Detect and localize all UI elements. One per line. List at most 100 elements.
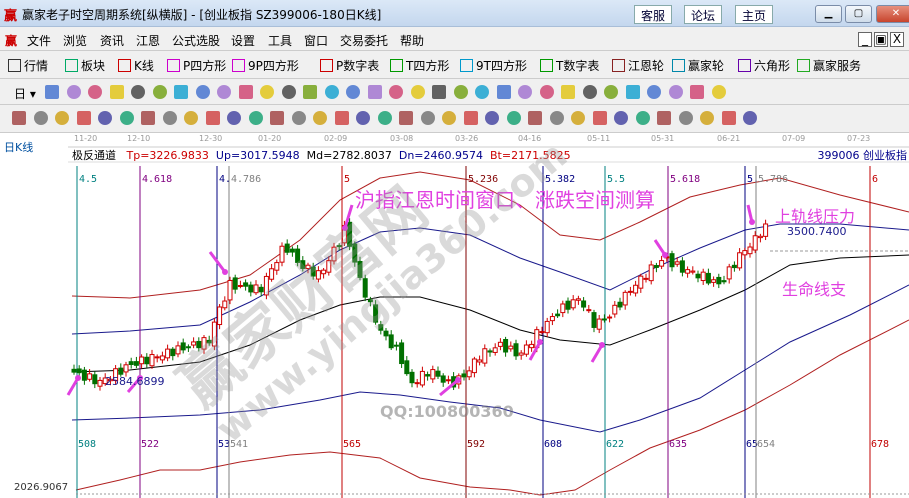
draw-tool-icon-7[interactable] xyxy=(141,111,155,125)
toolbar-tn-button[interactable]: T数字表 xyxy=(540,57,599,74)
nav-tool-icon-22[interactable] xyxy=(496,85,511,99)
menu-settings[interactable]: 设置 xyxy=(231,34,256,48)
draw-tool-icon-18[interactable] xyxy=(377,111,392,125)
nav-tool-icon-1[interactable] xyxy=(45,85,59,99)
draw-tool-icon-15[interactable] xyxy=(313,111,327,125)
draw-tool-icon-5[interactable] xyxy=(98,111,112,125)
toolbar-grid-button[interactable]: 行情 xyxy=(8,57,48,74)
nav-tool-icon-19[interactable] xyxy=(432,85,446,99)
draw-tool-icon-34[interactable] xyxy=(721,111,736,125)
nav-tool-icon-16[interactable] xyxy=(367,85,382,99)
nav-tool-icon-18[interactable] xyxy=(410,85,425,99)
draw-tool-icon-19[interactable] xyxy=(399,111,413,125)
draw-tool-icon-10[interactable] xyxy=(205,111,220,125)
toolbar-hexagon-button[interactable]: 六角形 xyxy=(738,57,790,74)
draw-tool-icon-20[interactable] xyxy=(420,111,435,125)
nav-tool-icon-2[interactable] xyxy=(66,85,81,99)
nav-tool-icon-14[interactable] xyxy=(324,85,339,99)
menu-news[interactable]: 资讯 xyxy=(100,34,125,48)
draw-tool-icon-21[interactable] xyxy=(442,111,456,125)
draw-tool-icon-4[interactable] xyxy=(76,111,91,125)
nav-tool-icon-24[interactable] xyxy=(539,85,554,99)
nav-tool-icon-21[interactable] xyxy=(475,85,489,99)
forum-link[interactable]: 论坛 xyxy=(684,5,723,24)
draw-tool-icon-26[interactable] xyxy=(549,111,564,125)
nav-tool-icon-32[interactable] xyxy=(711,85,726,99)
menu-formula[interactable]: 公式选股 xyxy=(172,34,221,48)
nav-tool-icon-30[interactable] xyxy=(668,85,683,99)
nav-tool-icon-13[interactable] xyxy=(303,85,317,99)
toolbar-big-wheel-button[interactable]: 赢家轮 xyxy=(672,57,724,74)
draw-tool-icon-8[interactable] xyxy=(162,111,177,125)
toolbar-ps-button[interactable]: P四方形 xyxy=(167,57,226,74)
nav-tool-icon-11[interactable] xyxy=(260,85,274,99)
toolbar-dollar-button[interactable]: 赢家服务 xyxy=(797,57,861,74)
customer-service-link[interactable]: 客服 xyxy=(634,5,673,24)
toolbar-ts-button[interactable]: T四方形 xyxy=(390,57,449,74)
nav-tool-icon-25[interactable] xyxy=(561,85,575,99)
draw-tool-icon-2[interactable] xyxy=(33,111,48,125)
menu-file[interactable]: 文件 xyxy=(27,34,52,48)
draw-tool-icon-25[interactable] xyxy=(528,111,542,125)
toolbar-blocks-button[interactable]: 板块 xyxy=(65,57,105,74)
nav-tool-icon-28[interactable] xyxy=(625,85,640,99)
menu-window[interactable]: 窗口 xyxy=(304,34,329,48)
menu-help[interactable]: 帮助 xyxy=(400,34,425,48)
minimize-button[interactable]: ▁ xyxy=(815,5,842,23)
nav-tool-icon-8[interactable] xyxy=(195,85,210,99)
draw-tool-icon-32[interactable] xyxy=(678,111,693,125)
nav-tool-icon-4[interactable] xyxy=(109,85,124,99)
draw-tool-icon-24[interactable] xyxy=(506,111,521,125)
nav-tool-icon-17[interactable] xyxy=(389,85,403,99)
toolbar-kline-button[interactable]: K线 xyxy=(118,57,154,74)
draw-tool-icon-29[interactable] xyxy=(614,111,628,125)
draw-tool-icon-6[interactable] xyxy=(119,111,134,125)
draw-tool-icon-27[interactable] xyxy=(571,111,585,125)
draw-tool-icon-23[interactable] xyxy=(485,111,499,125)
toolbar-t9-button[interactable]: 9T四方形 xyxy=(460,57,527,74)
nav-tool-icon-10[interactable] xyxy=(238,85,253,99)
nav-tool-icon-5[interactable] xyxy=(131,85,145,99)
toolbar-pn-button[interactable]: P数字表 xyxy=(320,57,379,74)
homepage-link[interactable]: 主页 xyxy=(735,5,774,24)
mdi-restore-button[interactable]: ▣ xyxy=(874,32,888,47)
toolbar-wheel-button[interactable]: 江恩轮 xyxy=(612,57,664,74)
toolbar-p9-button[interactable]: 9P四方形 xyxy=(232,57,299,74)
nav-tool-icon-9[interactable] xyxy=(217,85,231,99)
draw-tool-icon-14[interactable] xyxy=(291,111,306,125)
draw-tool-icon-1[interactable] xyxy=(12,111,26,125)
close-button[interactable]: ✕ xyxy=(876,5,909,23)
draw-tool-icon-33[interactable] xyxy=(700,111,714,125)
draw-tool-icon-22[interactable] xyxy=(463,111,478,125)
nav-tool-icon-29[interactable] xyxy=(647,85,661,99)
maximize-button[interactable]: ▢ xyxy=(845,5,872,23)
mdi-minimize-button[interactable]: _ xyxy=(858,32,872,47)
mdi-close-button[interactable]: X xyxy=(890,32,904,47)
draw-tool-icon-35[interactable] xyxy=(743,111,757,125)
draw-tool-icon-9[interactable] xyxy=(184,111,198,125)
nav-tool-icon-3[interactable] xyxy=(88,85,102,99)
draw-tool-icon-12[interactable] xyxy=(248,111,263,125)
draw-tool-icon-28[interactable] xyxy=(592,111,607,125)
nav-tool-icon-26[interactable] xyxy=(582,85,597,99)
menu-tools[interactable]: 工具 xyxy=(268,34,293,48)
menu-browse[interactable]: 浏览 xyxy=(63,34,88,48)
draw-tool-icon-13[interactable] xyxy=(270,111,284,125)
nav-tool-icon-23[interactable] xyxy=(518,85,532,99)
menu-gann[interactable]: 江恩 xyxy=(136,34,161,48)
nav-tool-icon-12[interactable] xyxy=(281,85,296,99)
nav-tool-icon-15[interactable] xyxy=(346,85,360,99)
menu-trade[interactable]: 交易委托 xyxy=(340,34,389,48)
draw-tool-icon-16[interactable] xyxy=(334,111,349,125)
nav-tool-icon-27[interactable] xyxy=(604,85,618,99)
draw-tool-icon-17[interactable] xyxy=(356,111,370,125)
draw-tool-icon-30[interactable] xyxy=(635,111,650,125)
nav-tool-icon-7[interactable] xyxy=(174,85,188,99)
nav-tool-icon-6[interactable] xyxy=(152,85,167,99)
draw-tool-icon-11[interactable] xyxy=(227,111,241,125)
nav-tool-icon-20[interactable] xyxy=(453,85,468,99)
period-dropdown[interactable]: 日 ▾ xyxy=(14,87,36,101)
nav-tool-icon-31[interactable] xyxy=(690,85,704,99)
draw-tool-icon-3[interactable] xyxy=(55,111,69,125)
